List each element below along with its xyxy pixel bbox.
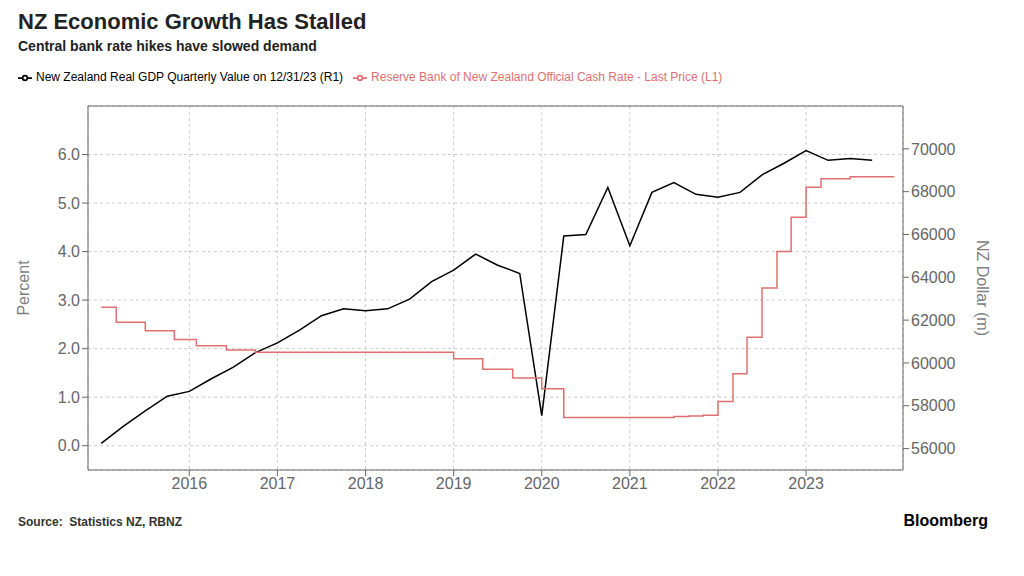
svg-text:2016: 2016	[172, 475, 208, 492]
svg-text:2022: 2022	[700, 475, 736, 492]
svg-text:68000: 68000	[911, 183, 956, 200]
svg-text:2.0: 2.0	[58, 340, 80, 357]
html-text:Central bank rate hikes have s: Central bank rate hikes have slowed dema…	[18, 38, 317, 54]
svg-text:3.0: 3.0	[58, 292, 80, 309]
svg-text:5.0: 5.0	[58, 195, 80, 212]
svg-text:2021: 2021	[612, 475, 648, 492]
svg-text:2019: 2019	[436, 475, 472, 492]
svg-text:60000: 60000	[911, 355, 956, 372]
svg-text:2020: 2020	[524, 475, 560, 492]
svg-text:58000: 58000	[911, 397, 956, 414]
html-text:Source: Statistics NZ, RBNZ: Source: Statistics NZ, RBNZ	[18, 515, 182, 529]
html-text:NZ Economic Growth Has Stalled: NZ Economic Growth Has Stalled	[18, 9, 367, 34]
svg-text:NZ Dollar (m): NZ Dollar (m)	[974, 240, 991, 336]
html-text:Bloomberg: Bloomberg	[903, 512, 988, 529]
svg-text:1.0: 1.0	[58, 389, 80, 406]
svg-text:70000: 70000	[911, 141, 956, 158]
svg-text:56000: 56000	[911, 440, 956, 457]
svg-text:62000: 62000	[911, 312, 956, 329]
svg-text:2017: 2017	[260, 475, 296, 492]
html-text:New Zealand Real GDP Quarterly: New Zealand Real GDP Quarterly Value on …	[36, 70, 344, 84]
svg-text:64000: 64000	[911, 269, 956, 286]
svg-text:0.0: 0.0	[58, 437, 80, 454]
svg-text:2018: 2018	[348, 475, 384, 492]
svg-text:Percent: Percent	[15, 260, 32, 316]
svg-text:66000: 66000	[911, 226, 956, 243]
svg-text:6.0: 6.0	[58, 146, 80, 163]
svg-text:2023: 2023	[788, 475, 824, 492]
html-text:Reserve Bank of New Zealand Of: Reserve Bank of New Zealand Official Cas…	[371, 70, 723, 84]
svg-text:4.0: 4.0	[58, 243, 80, 260]
